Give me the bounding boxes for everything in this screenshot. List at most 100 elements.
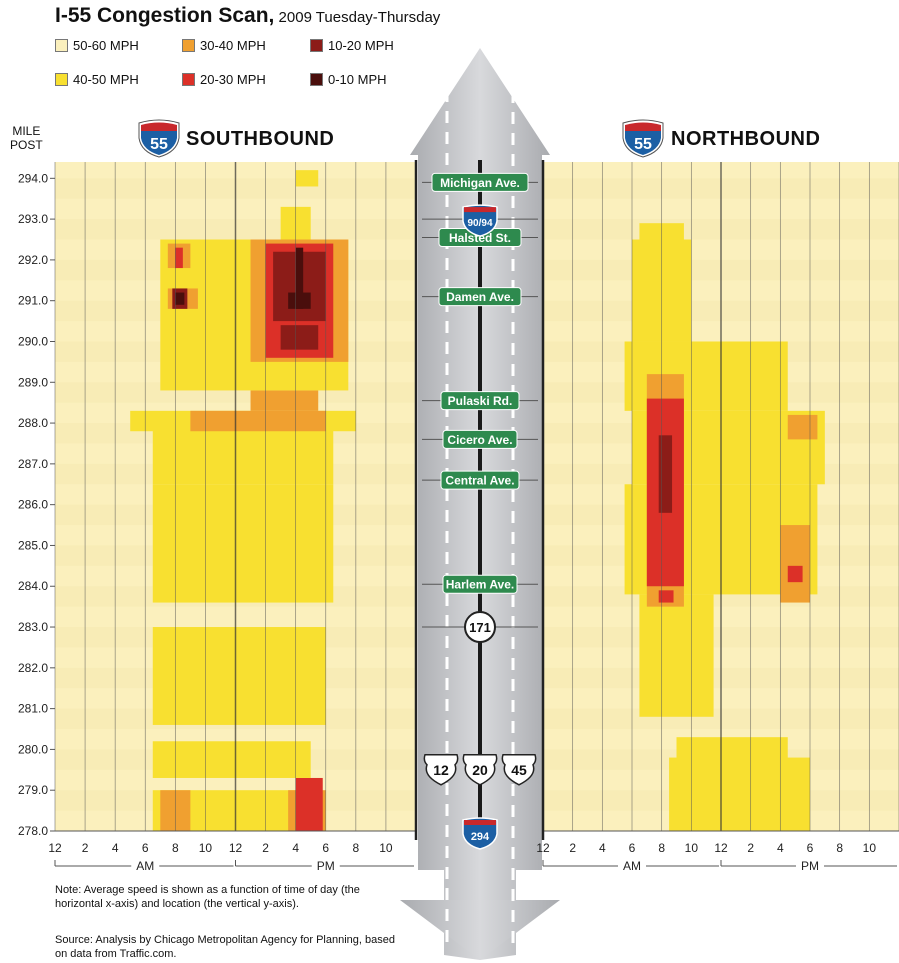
y-tick-label: 293.0 <box>18 212 48 226</box>
y-tick-label: 290.0 <box>18 334 48 348</box>
street-sign-label: Damen Ave. <box>446 290 514 304</box>
x-tick-label: 6 <box>629 841 636 855</box>
us-route-shield-icon <box>462 754 498 786</box>
title-main: I-55 Congestion Scan, <box>55 4 275 27</box>
y-tick-label: 289.0 <box>18 375 48 389</box>
legend-label: 20-30 MPH <box>200 72 266 87</box>
y-tick-label: 288.0 <box>18 416 48 430</box>
x-tick-label: 12 <box>714 841 728 855</box>
legend-item: 10-20 MPH <box>310 38 394 53</box>
legend-swatch <box>182 39 195 52</box>
y-tick-label: 280.0 <box>18 742 48 756</box>
x-tick-label: 8 <box>658 841 665 855</box>
heatmap-cell <box>787 565 803 583</box>
street-sign <box>440 470 520 490</box>
shield-number: 12 <box>433 762 449 778</box>
chart-note: Note: Average speed is shown as a functi… <box>55 884 360 910</box>
us-route-shield-icon <box>501 754 537 786</box>
interstate-55-shield-icon: 55 <box>138 119 180 158</box>
y-axis-title: MILE POST <box>10 124 43 152</box>
chart-title: I-55 Congestion Scan, 2009 Tuesday-Thurs… <box>55 4 440 28</box>
y-tick-label: 278.0 <box>18 824 48 838</box>
heatmap-cell <box>780 525 810 603</box>
x-tick-label: 6 <box>142 841 149 855</box>
heatmap-cell <box>658 435 673 513</box>
x-tick-label: 12 <box>229 841 243 855</box>
legend-swatch <box>55 73 68 86</box>
heatmap-cell <box>295 170 319 187</box>
street-sign <box>440 391 520 411</box>
x-tick-label: 6 <box>322 841 329 855</box>
heatmap-cell <box>639 594 714 717</box>
us-route-shield-icon <box>423 754 459 786</box>
southbound-label: SOUTHBOUND <box>186 128 335 150</box>
legend-swatch <box>310 39 323 52</box>
shield-number: 294 <box>471 831 490 843</box>
interstate-55-shield-icon: 55 <box>622 119 664 158</box>
road-arrow-head-down <box>400 900 560 960</box>
y-axis-title-line2: POST <box>10 138 43 152</box>
legend-swatch <box>55 39 68 52</box>
legend-swatch <box>182 73 195 86</box>
x-tick-label: 4 <box>777 841 784 855</box>
x-tick-label: 4 <box>112 841 119 855</box>
legend-label: 10-20 MPH <box>328 38 394 53</box>
legend-item: 20-30 MPH <box>182 72 266 87</box>
axes: 294.0 293.0 292.0 291.0 290.0 289.0 288.0 287.0… <box>18 171 897 873</box>
heatmap-cell <box>658 590 674 603</box>
heatmap-cell <box>175 292 185 305</box>
x-period-label: PM <box>801 859 819 873</box>
shield-number: 45 <box>511 762 527 778</box>
x-tick-label: 12 <box>536 841 550 855</box>
shield-band <box>464 820 496 825</box>
northbound-shield-number: 55 <box>634 136 652 153</box>
x-tick-label: 2 <box>747 841 754 855</box>
heatmap-cell <box>669 757 810 831</box>
northbound-heatmap <box>624 223 825 831</box>
legend-label: 30-40 MPH <box>200 38 266 53</box>
y-tick-label: 286.0 <box>18 498 48 512</box>
street-sign-label: Michigan Ave. <box>440 176 520 190</box>
interstate-294-shield-icon <box>462 817 498 850</box>
x-tick-label: 8 <box>172 841 179 855</box>
y-tick-label: 284.0 <box>18 579 48 593</box>
legend-item: 0-10 MPH <box>310 72 387 87</box>
x-tick-label: 4 <box>599 841 606 855</box>
interstate-90-94-shield-icon <box>462 204 498 237</box>
x-tick-label: 10 <box>379 841 393 855</box>
y-tick-label: 291.0 <box>18 294 48 308</box>
street-sign-label: Harlem Ave. <box>446 578 514 592</box>
legend-item: 30-40 MPH <box>182 38 266 53</box>
heatmap-cell <box>190 410 326 432</box>
y-tick-label: 283.0 <box>18 620 48 634</box>
title-subtitle: 2009 Tuesday-Thursday <box>274 9 441 26</box>
road-graphic: Michigan Ave. Halsted St. Damen Ave. Pulask… <box>400 48 560 960</box>
legend-item: 40-50 MPH <box>55 72 139 87</box>
legend-item: 50-60 MPH <box>55 38 139 53</box>
shield-number: 171 <box>469 620 491 635</box>
heatmap-cell <box>250 390 319 411</box>
street-sign-label: Halsted St. <box>449 231 511 245</box>
legend-swatch <box>310 73 323 86</box>
shield-number: 20 <box>472 762 488 778</box>
heatmap-cell <box>676 737 788 766</box>
x-tick-label: 2 <box>569 841 576 855</box>
x-tick-label: 4 <box>292 841 299 855</box>
street-sign-label: Cicero Ave. <box>447 433 512 447</box>
y-tick-label: 281.0 <box>18 702 48 716</box>
heatmap-cell <box>295 247 304 309</box>
heatmap-cell <box>175 247 183 269</box>
x-tick-label: 12 <box>48 841 62 855</box>
x-tick-label: 10 <box>685 841 699 855</box>
southbound-heatmap <box>130 170 356 831</box>
northbound-label: NORTHBOUND <box>671 128 821 150</box>
x-tick-label: 2 <box>82 841 89 855</box>
x-tick-label: 10 <box>863 841 877 855</box>
chart-source: Source: Analysis by Chicago Metropolitan… <box>55 934 395 960</box>
street-sign <box>431 172 529 192</box>
x-period-label: AM <box>623 859 641 873</box>
y-axis-title-line1: MILE <box>12 124 41 138</box>
legend-label: 50-60 MPH <box>73 38 139 53</box>
x-tick-label: 6 <box>807 841 814 855</box>
